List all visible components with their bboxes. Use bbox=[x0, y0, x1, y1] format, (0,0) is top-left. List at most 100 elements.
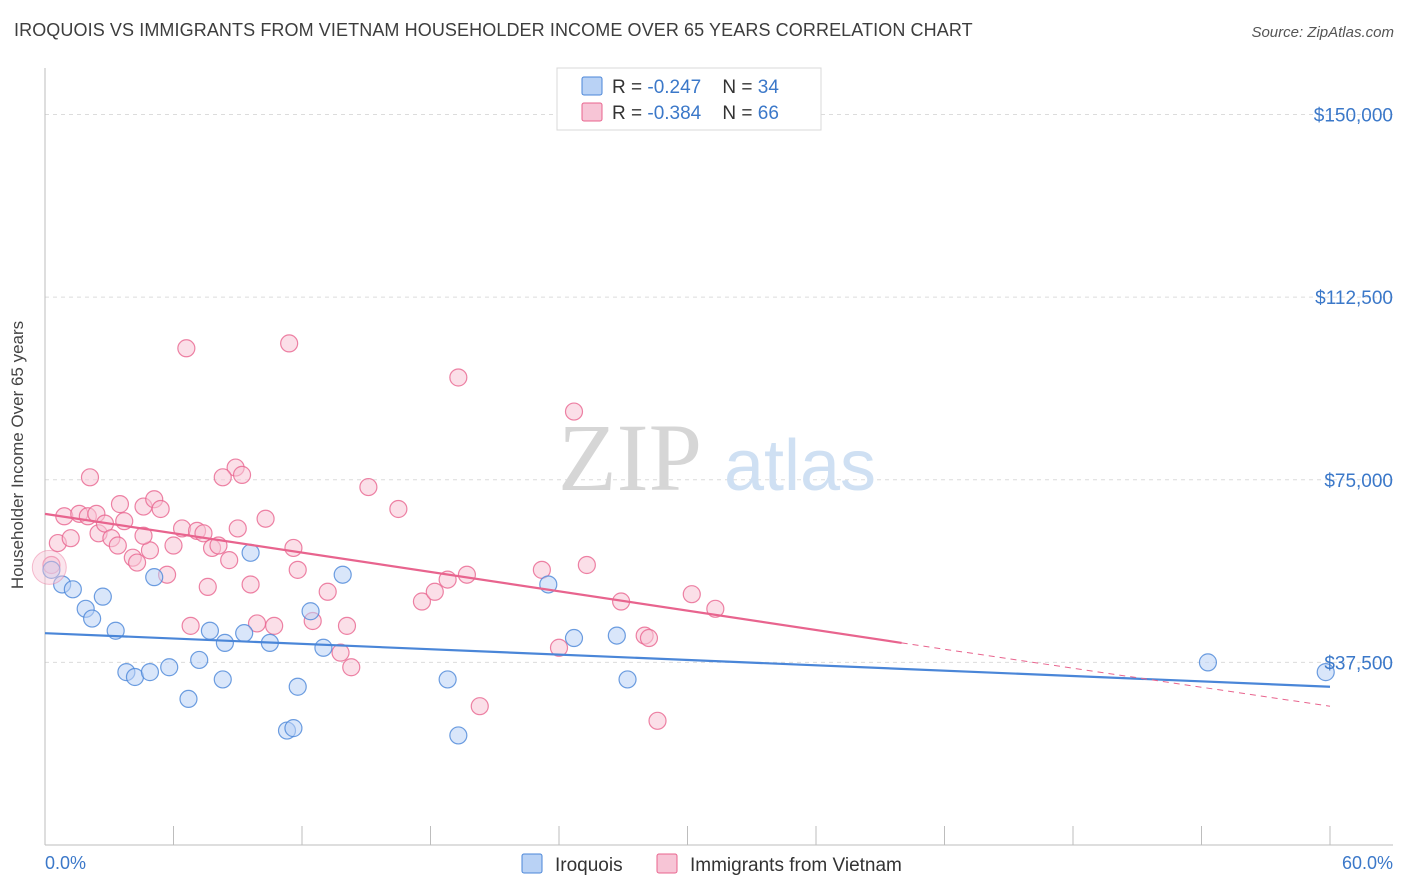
vietnam-point bbox=[564, 402, 584, 421]
y-tick-label: $75,000 bbox=[1324, 471, 1393, 492]
vietnam-trend-extension bbox=[901, 642, 1331, 707]
vietnam-point bbox=[177, 339, 196, 358]
watermark-zip: ZIP bbox=[558, 404, 702, 511]
x-tick-label: 0.0% bbox=[45, 853, 86, 873]
vietnam-point bbox=[280, 334, 299, 353]
iroquois-point bbox=[190, 650, 209, 670]
legend-value: 66 bbox=[758, 103, 779, 124]
iroquois-point bbox=[179, 689, 198, 709]
vietnam-point bbox=[220, 551, 239, 570]
legend-bottom: Iroquois Immigrants from Vietnam bbox=[521, 853, 902, 876]
legend-value: R = bbox=[612, 103, 647, 124]
iroquois-point bbox=[83, 609, 102, 628]
vietnam-point bbox=[134, 526, 153, 545]
axes bbox=[44, 68, 1393, 846]
iroquois-point bbox=[288, 677, 307, 696]
iroquois-point bbox=[449, 726, 468, 745]
legend-value: N = bbox=[722, 77, 757, 98]
vietnam-point bbox=[648, 711, 667, 730]
iroquois-point bbox=[160, 658, 179, 677]
vietnam-point bbox=[198, 577, 217, 596]
y-tick-label: $37,500 bbox=[1324, 653, 1393, 674]
legend-row-text: R = -0.247 N = 34 bbox=[612, 77, 779, 98]
iroquois-point bbox=[63, 580, 82, 599]
vietnam-point bbox=[151, 499, 170, 519]
vietnam-point-large bbox=[31, 549, 67, 585]
iroquois-point bbox=[241, 543, 260, 562]
iroquois-point bbox=[1316, 663, 1335, 682]
iroquois-point bbox=[145, 568, 164, 587]
legend-value bbox=[701, 103, 722, 124]
vietnam-point bbox=[80, 468, 100, 487]
vietnam-point bbox=[639, 628, 659, 648]
vietnam-point bbox=[449, 368, 468, 387]
vietnam-point bbox=[331, 643, 350, 662]
legend-swatch bbox=[581, 102, 603, 122]
vietnam-point bbox=[425, 582, 444, 601]
iroquois-point bbox=[140, 663, 160, 682]
vietnam-trend-line bbox=[44, 512, 902, 644]
iroquois-point bbox=[301, 602, 320, 621]
vietnam-point bbox=[284, 538, 303, 558]
iroquois-point bbox=[564, 628, 584, 648]
legend-bottom-swatch bbox=[656, 853, 678, 874]
iroquois-point bbox=[284, 719, 303, 738]
vietnam-point bbox=[256, 509, 275, 528]
watermark-atlas: atlas bbox=[724, 426, 876, 506]
iroquois-point bbox=[333, 565, 352, 584]
legend-value: R = bbox=[612, 77, 647, 98]
legend-bottom-label: Iroquois bbox=[555, 855, 623, 876]
legend-value: -0.247 bbox=[647, 77, 701, 98]
legend-value bbox=[701, 77, 722, 98]
vietnam-point bbox=[127, 553, 147, 572]
vietnam-point bbox=[682, 585, 701, 604]
vietnam-point bbox=[577, 555, 596, 575]
vietnam-point bbox=[706, 599, 725, 618]
x-tick-label: 60.0% bbox=[1342, 853, 1393, 873]
vietnam-point bbox=[412, 592, 432, 611]
source-label: Source: ZipAtlas.com bbox=[1251, 24, 1394, 41]
vietnam-point bbox=[549, 638, 569, 657]
vietnam-point bbox=[232, 465, 252, 484]
iroquois-point bbox=[125, 667, 145, 687]
vietnam-point bbox=[337, 616, 357, 635]
iroquois-point bbox=[235, 624, 254, 643]
legend-value: 34 bbox=[758, 77, 780, 98]
vietnam-point bbox=[470, 697, 489, 716]
iroquois-point bbox=[42, 560, 61, 579]
legend-value: -0.384 bbox=[647, 103, 701, 124]
iroquois-point bbox=[215, 633, 234, 653]
legend-swatch bbox=[581, 76, 603, 96]
iroquois-point bbox=[1198, 653, 1218, 672]
y-tick-label: $150,000 bbox=[1314, 106, 1393, 127]
iroquois-point bbox=[314, 638, 333, 657]
chart-title: IROQUOIS VS IMMIGRANTS FROM VIETNAM HOUS… bbox=[14, 20, 973, 40]
legend-bottom-swatch bbox=[521, 853, 543, 874]
tick-labels: $37,500 $75,000 $112,500 $150,000 0.0% 60.0% bbox=[45, 106, 1393, 873]
vietnam-point bbox=[241, 575, 260, 594]
iroquois-point bbox=[213, 670, 232, 689]
iroquois-point bbox=[607, 626, 626, 645]
iroquois-point bbox=[93, 587, 112, 606]
vietnam-point bbox=[181, 616, 200, 635]
vietnam-point bbox=[457, 565, 477, 584]
iroquois-point bbox=[200, 621, 220, 640]
vietnam-point bbox=[265, 616, 284, 635]
legend-top: R = -0.247 N = 34R = -0.384 N = 66 bbox=[556, 67, 822, 131]
vietnam-point bbox=[61, 529, 80, 548]
vietnam-point bbox=[108, 536, 127, 555]
vietnam-point bbox=[228, 519, 247, 538]
data-points bbox=[31, 334, 1335, 745]
vietnam-point bbox=[110, 495, 130, 514]
y-tick-label: $112,500 bbox=[1315, 288, 1393, 309]
vietnam-point bbox=[359, 477, 378, 497]
vietnam-point bbox=[318, 582, 337, 601]
vietnam-point bbox=[342, 658, 361, 677]
iroquois-point bbox=[438, 670, 457, 689]
vietnam-point bbox=[213, 468, 232, 487]
legend-value: N = bbox=[722, 103, 757, 124]
vietnam-point bbox=[164, 536, 183, 555]
trend-lines bbox=[44, 512, 1331, 707]
legend-bottom-label: Immigrants from Vietnam bbox=[690, 855, 902, 876]
